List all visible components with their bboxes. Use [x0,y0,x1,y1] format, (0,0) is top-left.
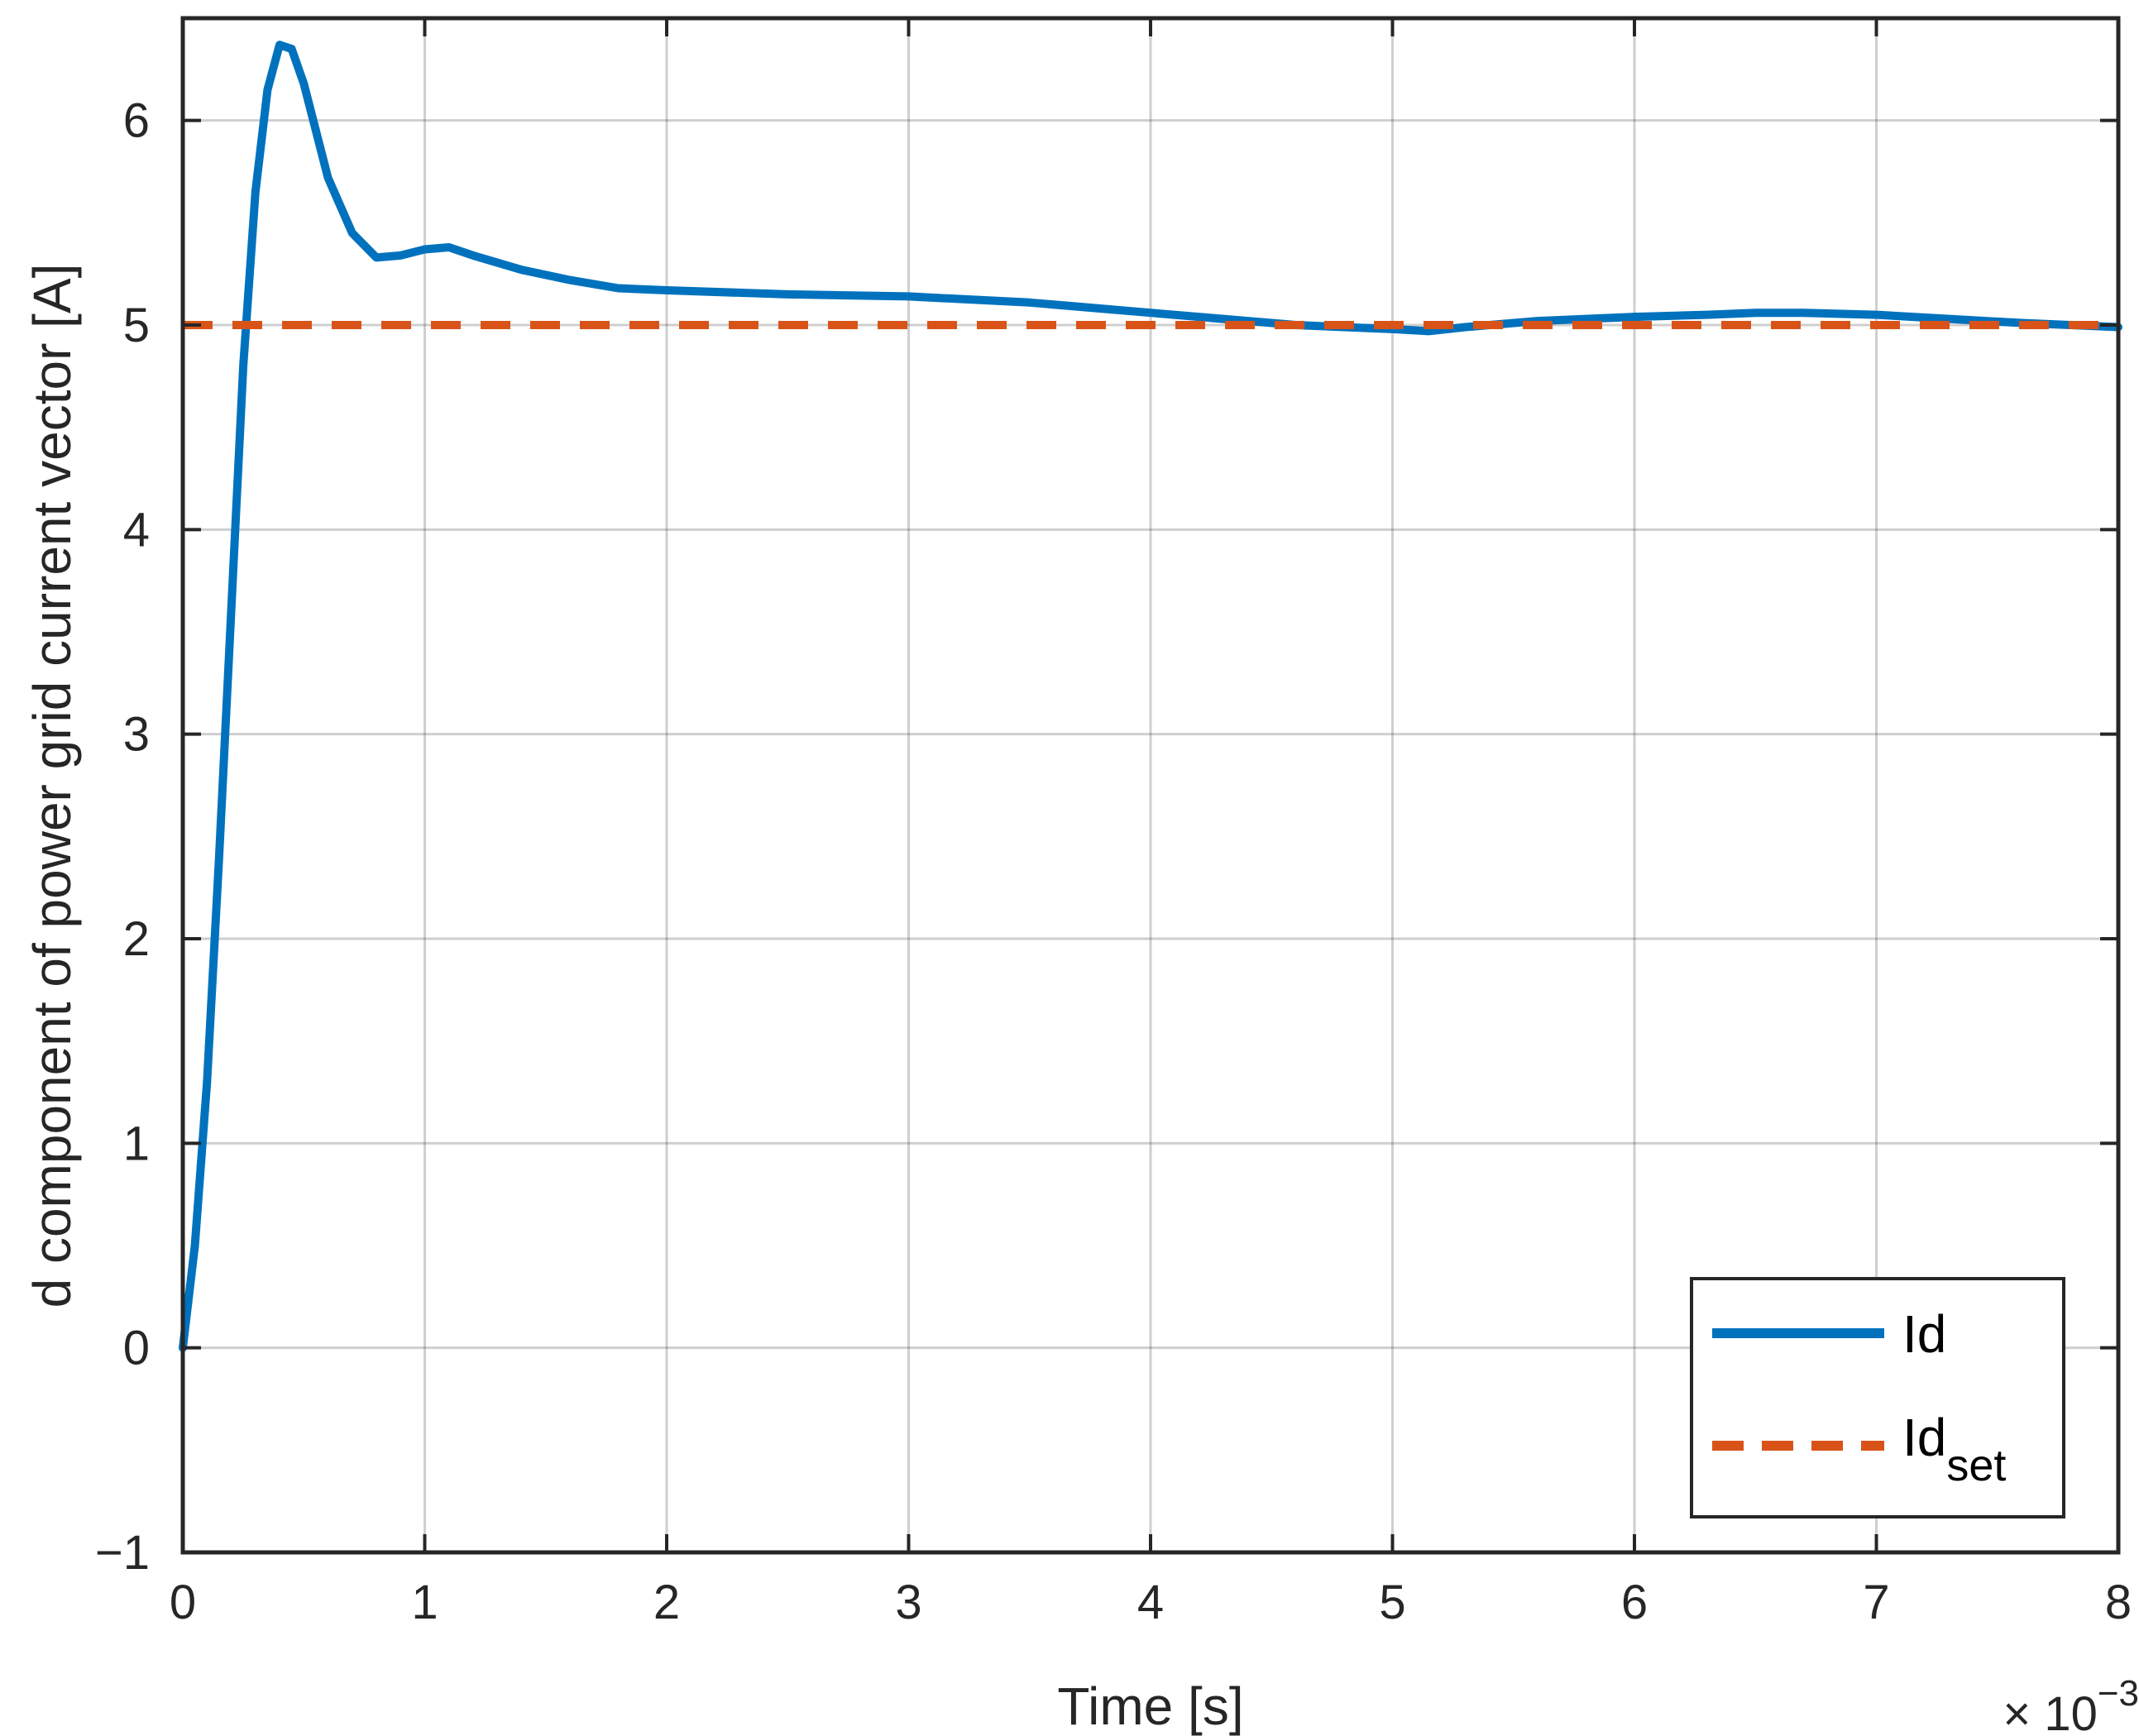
legend-box [1690,1277,2065,1518]
x-tick-label: 4 [1137,1576,1164,1629]
x-tick-label: 3 [895,1576,921,1629]
legend: Id Idset [1690,1277,2065,1518]
y-tick-label: 3 [123,708,150,762]
x-exponent-label: × 10−3 [2003,1673,2139,1736]
y-ticks: −1 0 1 2 3 4 5 6 [95,94,2118,1580]
x-tick-label: 5 [1379,1576,1405,1629]
y-tick-label: 6 [123,94,150,148]
x-ticks: 0 1 2 3 4 5 6 7 8 [170,18,2132,1629]
y-tick-label: 4 [123,503,150,557]
series-line-id [179,41,2122,1352]
x-axis-label: Time [s] [1057,1676,1243,1736]
x-tick-label: 0 [170,1576,196,1629]
y-tick-label: 1 [123,1117,150,1170]
x-tick-label: 2 [653,1576,680,1629]
legend-label-id-set: Idset [1902,1408,2006,1490]
x-tick-label: 1 [411,1576,438,1629]
x-tick-label: 6 [1621,1576,1648,1629]
y-tick-label: 5 [123,299,150,352]
series-group [179,41,2122,1352]
y-tick-label: 2 [123,912,150,966]
y-axis-label: d component of power grid current vector… [22,264,82,1308]
x-tick-label: 8 [2105,1576,2132,1629]
x-tick-label: 7 [1863,1576,1889,1629]
y-tick-label: 0 [123,1322,150,1375]
y-tick-label: −1 [95,1526,150,1580]
legend-label-id: Id [1902,1304,1946,1364]
